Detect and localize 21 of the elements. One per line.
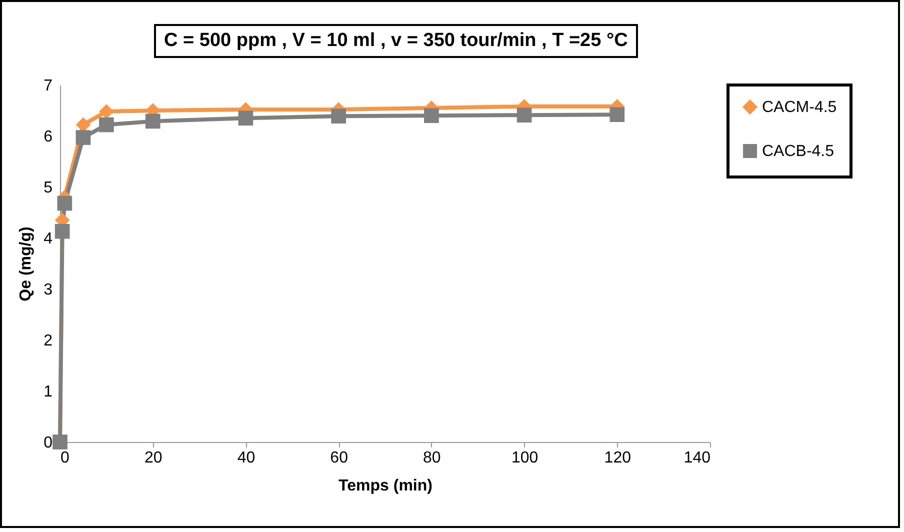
legend-label: CACB-4.5 [762, 143, 834, 160]
y-tick-label: 6 [44, 128, 53, 146]
x-tick-label: 100 [511, 450, 538, 466]
y-tick-label: 7 [44, 78, 53, 94]
y-tick-label: 5 [44, 180, 53, 196]
x-tick-label: 0 [60, 450, 70, 466]
legend-label: CACM-4.5 [762, 99, 837, 116]
y-tick-label: 1 [44, 384, 53, 400]
y-tick-label: 3 [44, 282, 53, 298]
x-tick-label: 120 [604, 450, 632, 466]
y-axis-title: Qe (mg/g) [18, 226, 35, 302]
y-tick-label: 2 [44, 332, 53, 350]
x-tick-label: 140 [684, 450, 711, 466]
y-tick-label: 4 [44, 230, 53, 248]
x-tick-label: 40 [237, 450, 256, 466]
x-tick-label: 20 [144, 450, 162, 466]
x-tick-label: 80 [423, 450, 441, 466]
x-axis-title: Temps (min) [338, 478, 432, 494]
y-tick-label: 0 [44, 434, 53, 452]
x-tick-label: 60 [330, 450, 348, 466]
chart-title: C = 500 ppm , V = 10 ml , v = 350 tour/min , T =25 °C [154, 24, 638, 58]
